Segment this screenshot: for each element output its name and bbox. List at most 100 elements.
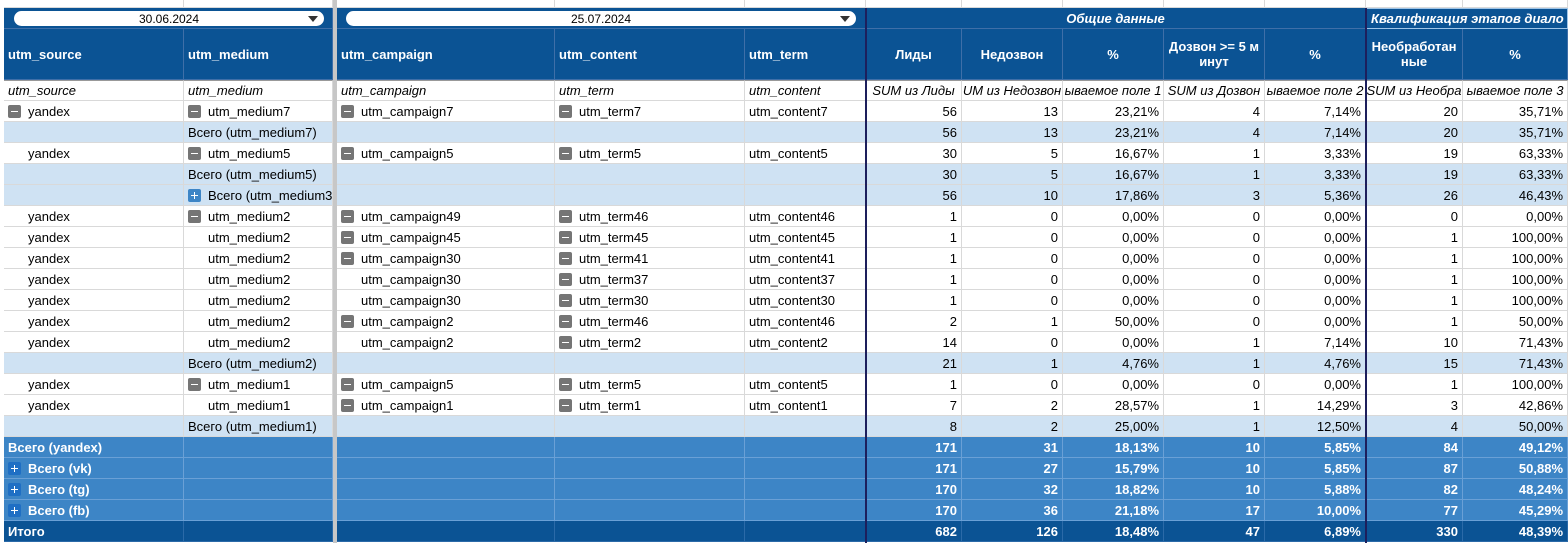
collapse-button[interactable] (188, 104, 201, 118)
collapse-button[interactable] (559, 335, 572, 349)
cell-text: 0 (1450, 208, 1458, 224)
cell (4, 164, 184, 185)
cell: utm_content5 (745, 143, 866, 164)
column-header: utm_content (555, 29, 745, 80)
expand-button[interactable] (8, 461, 21, 475)
cell: 35,71% (1463, 101, 1568, 122)
cell: 20 (1366, 101, 1463, 122)
cell-text: 0 (1252, 229, 1260, 245)
cell-text: 5 (1050, 145, 1058, 161)
cell-text: 5 (1050, 166, 1058, 182)
cell: utm_term1 (555, 395, 745, 416)
collapse-button[interactable] (559, 398, 572, 412)
cell: 50,88% (1463, 458, 1568, 479)
cell-text: utm_term46 (579, 208, 649, 224)
collapse-button[interactable] (188, 146, 201, 160)
cell: 16,67% (1063, 164, 1164, 185)
cell-text: utm_medium1 (208, 397, 291, 413)
cell: 0,00% (1265, 227, 1366, 248)
cell: utm_campaign7 (337, 101, 555, 122)
cell-text: yandex (28, 334, 70, 350)
cell: 2 (962, 395, 1063, 416)
expand-button[interactable] (188, 188, 201, 202)
cell (745, 521, 866, 542)
cell: 1 (962, 353, 1063, 374)
cell: 0 (1164, 290, 1265, 311)
collapse-button[interactable] (341, 146, 354, 160)
collapse-button[interactable] (559, 377, 572, 391)
collapse-button[interactable] (559, 209, 572, 223)
collapse-button[interactable] (341, 377, 354, 391)
cell: 1 (1366, 269, 1463, 290)
field-name: SUM из Необра (1366, 80, 1463, 101)
cell-text: ываемое поле 1 (1064, 83, 1162, 98)
cell: 0 (1164, 311, 1265, 332)
cell (745, 479, 866, 500)
collapse-button[interactable] (559, 251, 572, 265)
group-header: Общие данные (866, 8, 1366, 29)
grid-cell (866, 0, 962, 8)
cell-text: 56 (942, 124, 957, 140)
collapse-button[interactable] (8, 104, 21, 118)
collapse-button[interactable] (341, 314, 354, 328)
collapse-button[interactable] (341, 209, 354, 223)
date-filter[interactable]: 25.07.2024 (346, 11, 856, 26)
cell-text: Недозвон (980, 46, 1044, 62)
collapse-button[interactable] (341, 104, 354, 118)
collapse-button[interactable] (341, 398, 354, 412)
cell: 3 (1164, 185, 1265, 206)
collapse-button[interactable] (188, 377, 201, 391)
cell (745, 185, 866, 206)
cell-text: 63,33% (1518, 166, 1563, 182)
cell: utm_content37 (745, 269, 866, 290)
collapse-button[interactable] (559, 272, 572, 286)
cell (337, 437, 555, 458)
cell-text: 6,89% (1324, 523, 1361, 539)
cell-text: 63,33% (1518, 145, 1563, 161)
cell: utm_content2 (745, 332, 866, 353)
cell-text: 2 (949, 313, 957, 329)
collapse-button[interactable] (559, 230, 572, 244)
cell-text: 7,14% (1324, 334, 1361, 350)
date-filter[interactable]: 30.06.2024 (14, 11, 324, 26)
expand-button[interactable] (8, 482, 21, 496)
collapse-button[interactable] (341, 251, 354, 265)
cell-text: 1 (1050, 313, 1058, 329)
cell-text: 50,88% (1518, 460, 1563, 476)
collapse-button[interactable] (188, 209, 201, 223)
cell-text: 1 (1252, 334, 1260, 350)
cell-text: 0 (1252, 250, 1260, 266)
expand-button[interactable] (8, 503, 21, 517)
collapse-button[interactable] (559, 104, 572, 118)
collapse-button[interactable] (559, 293, 572, 307)
cell: 21 (866, 353, 962, 374)
collapse-button[interactable] (559, 314, 572, 328)
cell: 13 (962, 122, 1063, 143)
cell-text: 10 (1245, 460, 1260, 476)
cell-text: 12,50% (1316, 418, 1361, 434)
cell-text: utm_campaign1 (361, 397, 454, 413)
cell-text: Всего (utm_medium3 (208, 187, 333, 203)
cell-text: Лиды (895, 46, 932, 62)
cell-text: yandex (28, 313, 70, 329)
cell: utm_campaign45 (337, 227, 555, 248)
cell-text: utm_content46 (749, 313, 836, 329)
cell: 42,86% (1463, 395, 1568, 416)
cell: utm_medium2 (184, 290, 333, 311)
column-header: % (1463, 29, 1568, 80)
cell: utm_content1 (745, 395, 866, 416)
collapse-button[interactable] (341, 230, 354, 244)
cell-text: 5,85% (1324, 439, 1361, 455)
cell: 0,00% (1063, 269, 1164, 290)
cell-text: utm_term5 (579, 376, 642, 392)
cell: utm_term2 (555, 332, 745, 353)
collapse-button[interactable] (559, 146, 572, 160)
cell-text: utm_medium2 (208, 334, 291, 350)
cell: yandex (4, 290, 184, 311)
cell: 7 (866, 395, 962, 416)
cell: 0,00% (1463, 206, 1568, 227)
grid-cell (1164, 0, 1265, 8)
cell-text: utm_medium1 (208, 376, 291, 392)
cell: 63,33% (1463, 143, 1568, 164)
